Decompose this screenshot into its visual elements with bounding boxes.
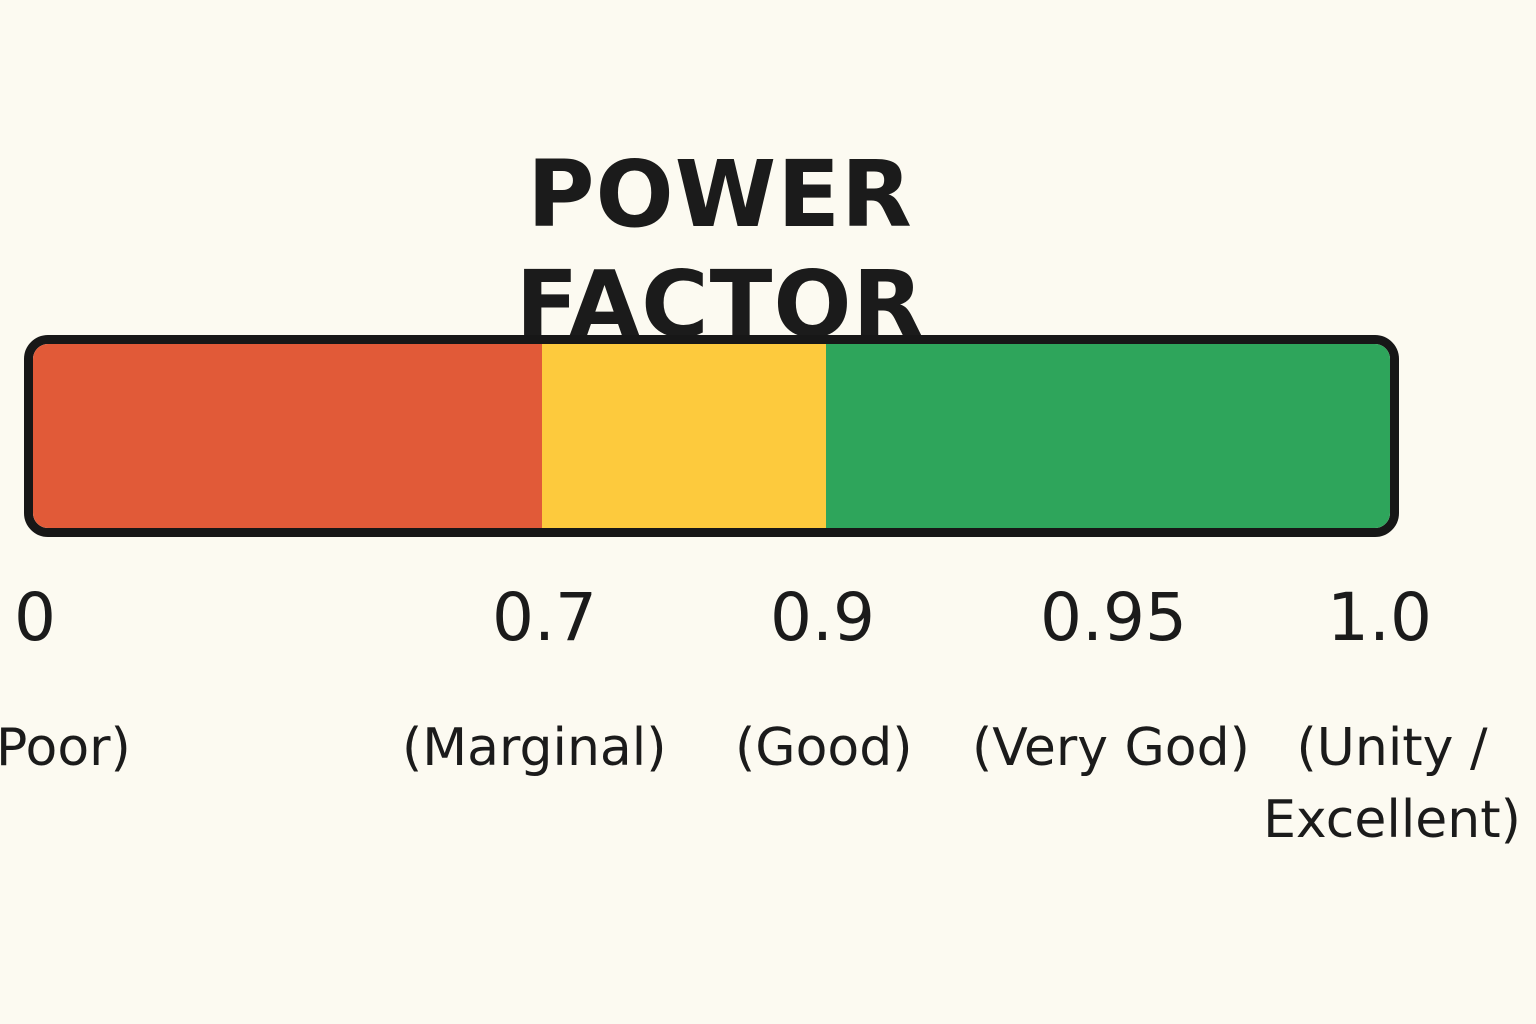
tick-label-0-95: 0.95 [1040, 579, 1187, 656]
good-band [826, 344, 1390, 528]
rating-good: (Good) [735, 718, 913, 778]
tick-label-0-7: 0.7 [492, 579, 597, 656]
tick-label-0: 0 [14, 579, 56, 656]
tick-label-1-0: 1.0 [1327, 579, 1432, 656]
rating-poor: Poor) [0, 718, 131, 778]
marginal-band [542, 344, 826, 528]
rating-very-good: (Very God) [972, 718, 1250, 778]
poor-band [33, 344, 542, 528]
rating-marginal: (Marginal) [402, 718, 667, 778]
power-factor-scale-bar [24, 335, 1399, 537]
tick-label-0-9: 0.9 [770, 579, 875, 656]
rating-excellent: (Unity / Excellent) [1263, 718, 1521, 850]
diagram-title: POWER FACTOR [515, 141, 925, 358]
